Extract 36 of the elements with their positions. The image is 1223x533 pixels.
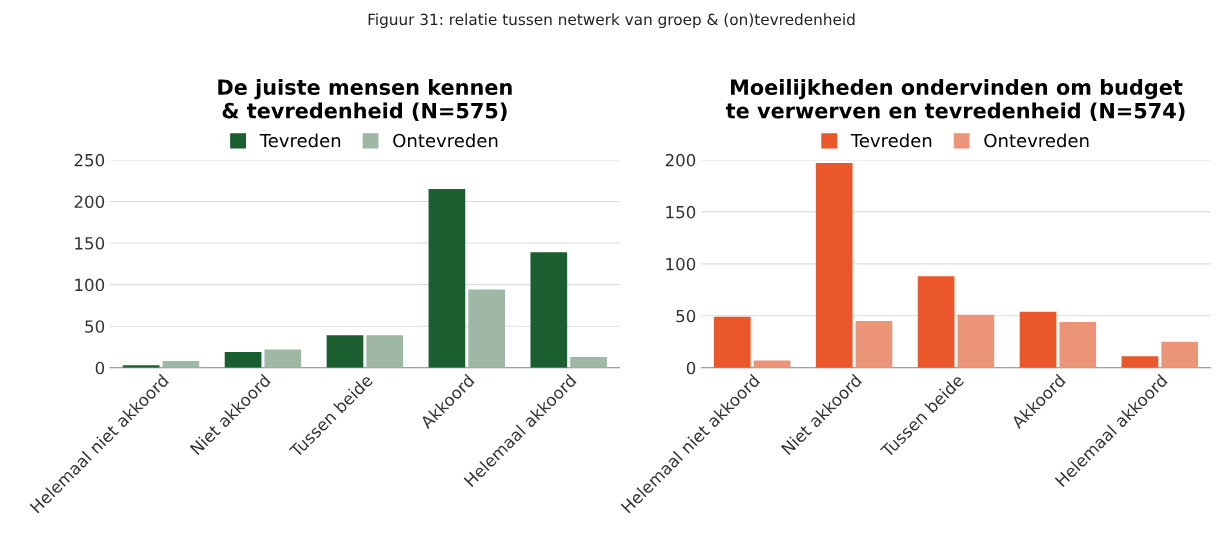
- bar: [366, 335, 404, 368]
- y-tick-label: 250: [74, 153, 105, 167]
- legend-label: Ontevreden: [393, 133, 498, 148]
- legend-label: Ontevreden: [984, 133, 1089, 148]
- bar: [753, 360, 791, 368]
- bar: [1121, 356, 1159, 368]
- y-tick-label: 200: [665, 153, 696, 167]
- y-tick-label: 100: [666, 257, 696, 271]
- legend-label: Tevreden: [850, 133, 932, 148]
- bar: [264, 349, 302, 368]
- y-tick-label: 50: [676, 309, 696, 323]
- y-tick-label: 0: [95, 361, 105, 375]
- bar: [428, 189, 466, 368]
- bar: [713, 316, 751, 368]
- bar: [1059, 322, 1097, 368]
- bar: [917, 276, 955, 368]
- y-tick-label: 150: [666, 205, 696, 219]
- y-tick-label: 0: [686, 361, 696, 375]
- chart-title: De juiste mensen kennen & tevredenheid (N=575): [218, 78, 512, 121]
- bar: [1161, 341, 1199, 368]
- bar: [815, 163, 853, 368]
- legend-label: Tevreden: [259, 133, 341, 148]
- text: Figuur 31: relatie tussen netwerk van groep & (on)tevredenheid: [368, 13, 855, 29]
- bar: [855, 321, 893, 368]
- y-tick-label: 50: [85, 320, 105, 333]
- bar: [957, 314, 995, 368]
- bar: [468, 289, 505, 368]
- bar: [570, 356, 607, 368]
- y-tick-label: 100: [75, 278, 105, 292]
- y-tick-label: 150: [75, 237, 105, 250]
- chart-title: Moeilijkheden ondervinden om budget te verwerven en tevredenheid (N=574): [725, 78, 1185, 121]
- bar: [1019, 311, 1057, 368]
- bar: [224, 351, 262, 368]
- bar: [326, 335, 364, 368]
- bar: [530, 252, 568, 368]
- y-tick-label: 200: [74, 195, 105, 209]
